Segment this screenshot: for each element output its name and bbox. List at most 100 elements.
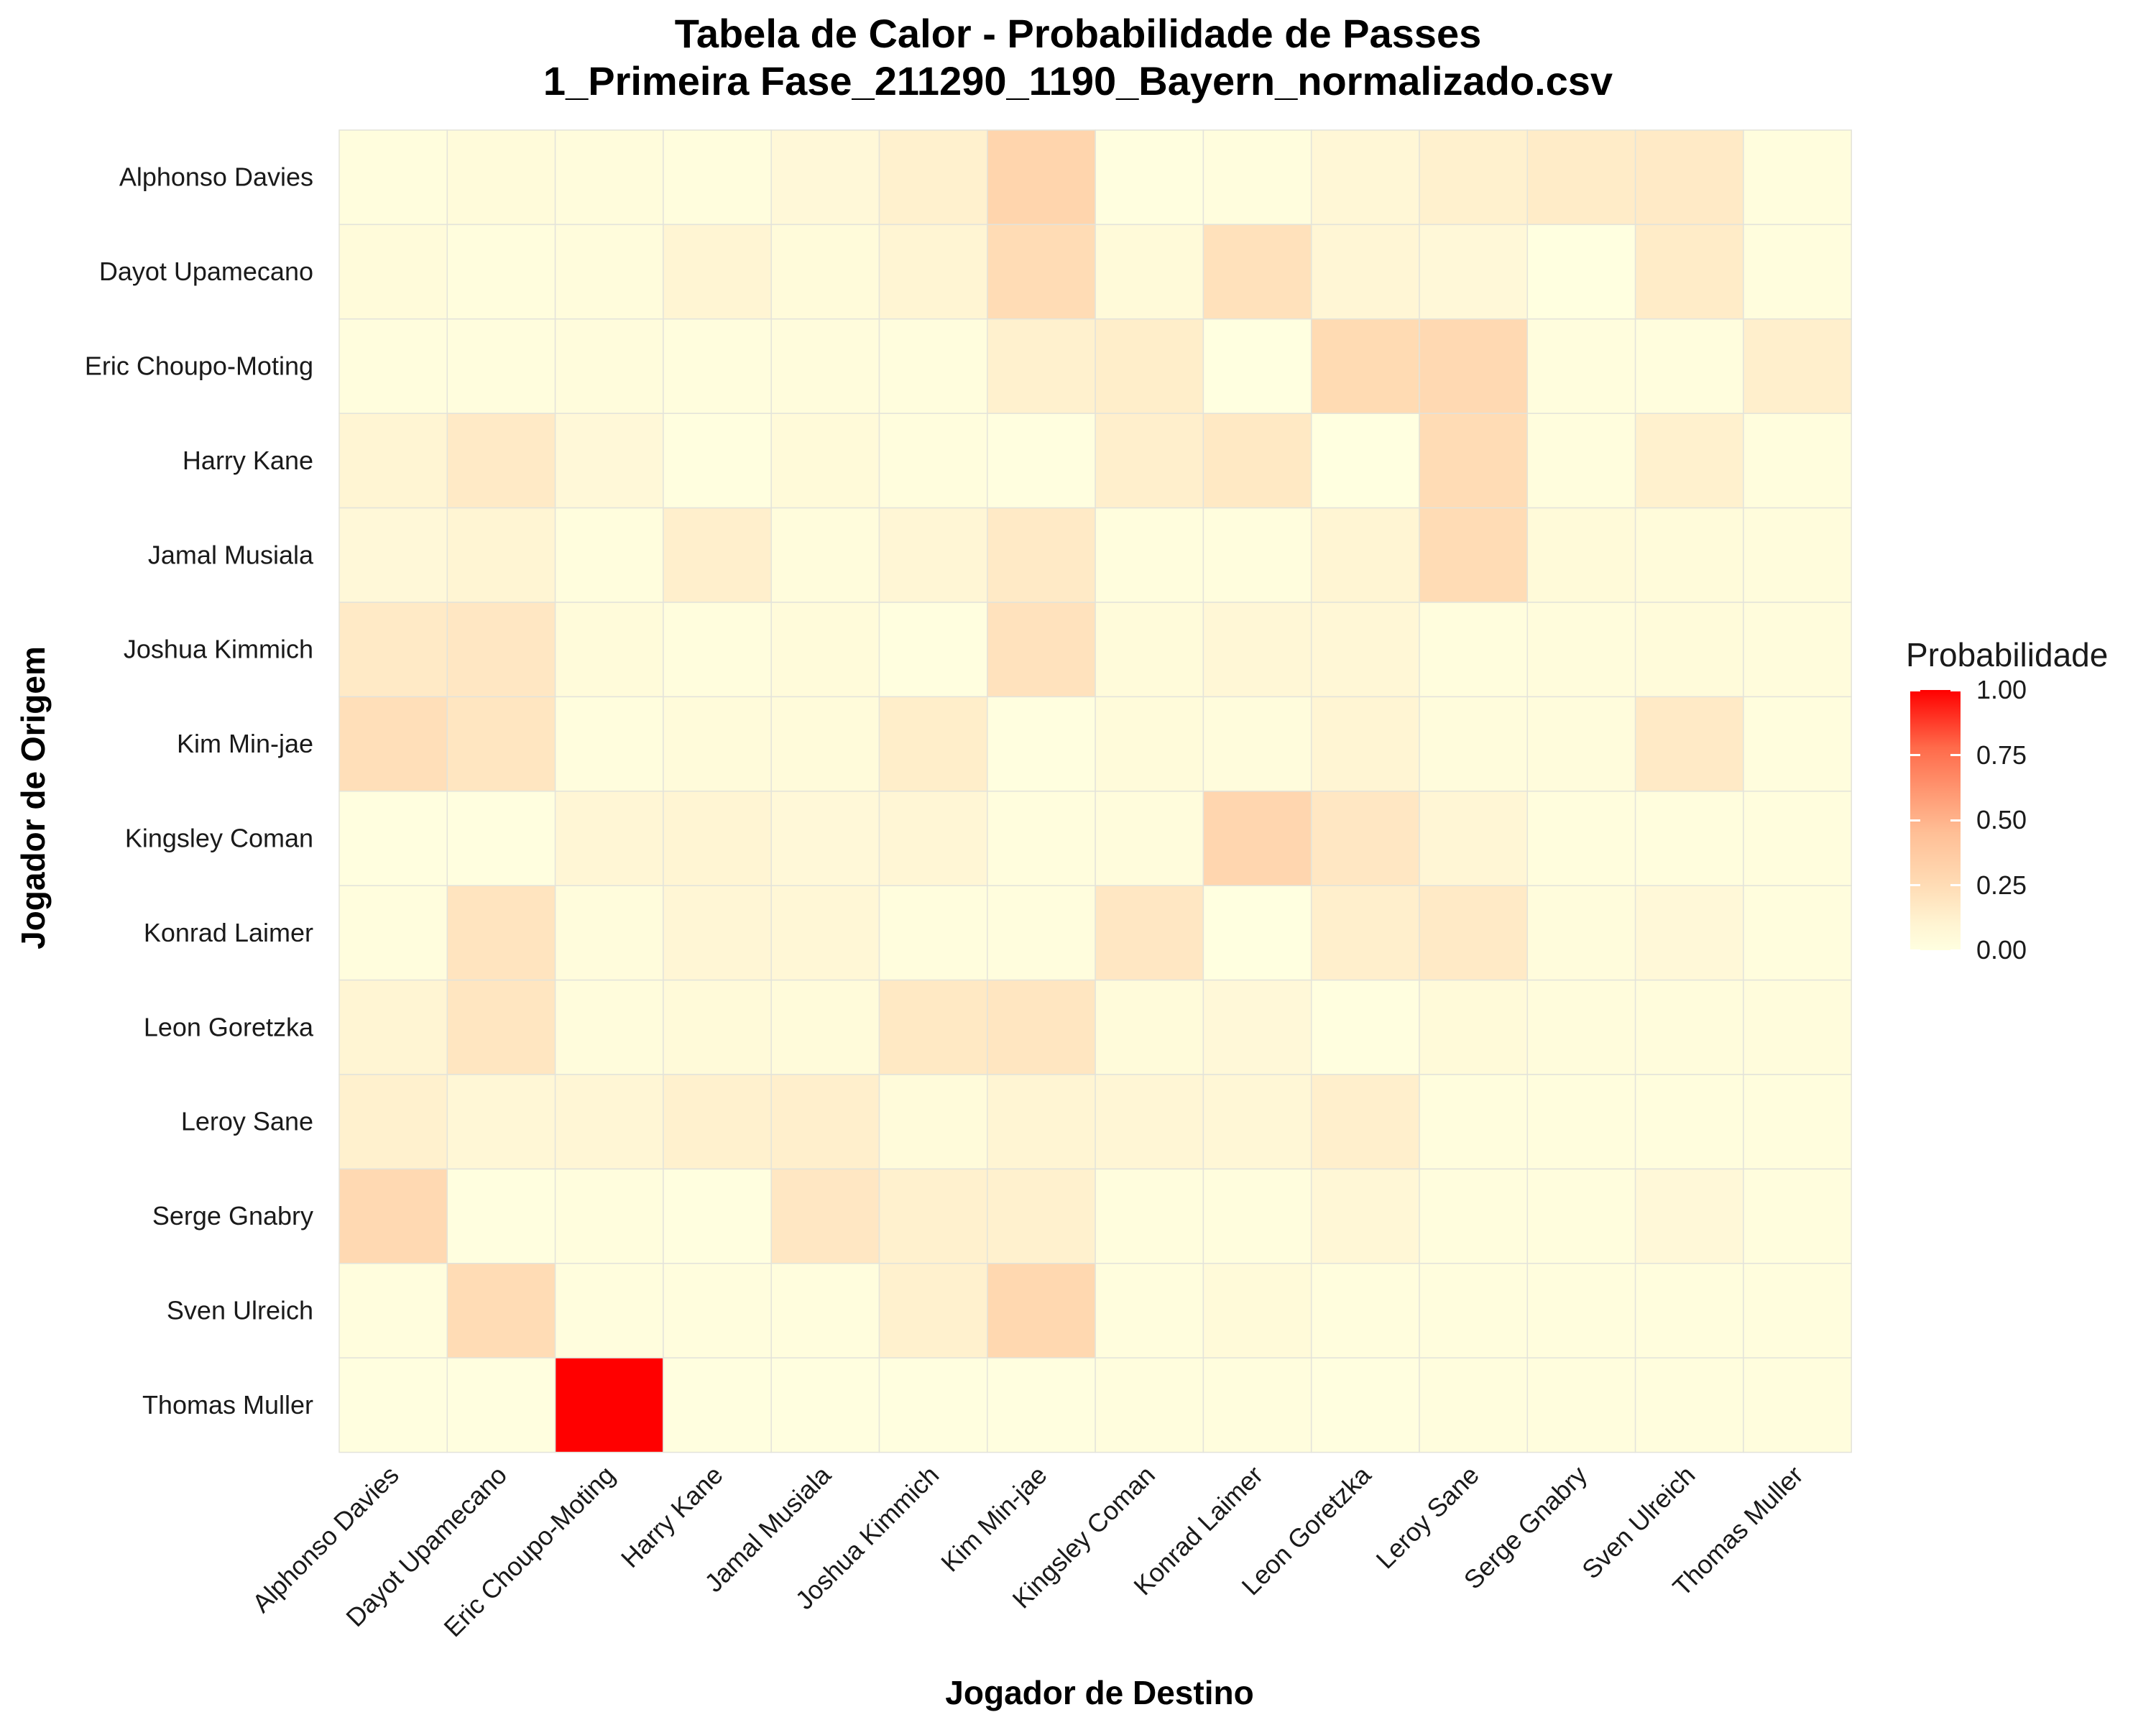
y-tick-label: Leon Goretzka [144, 1012, 314, 1041]
chart-subtitle: 1_Primeira Fase_211290_1190_Bayern_norma… [543, 58, 1613, 104]
heatmap-cell [770, 1263, 880, 1358]
heatmap-cell [878, 318, 988, 414]
heatmap-cell [1095, 1168, 1204, 1264]
heatmap-cell [1526, 1168, 1636, 1264]
heatmap-cell [663, 129, 772, 226]
heatmap-cell [554, 979, 664, 1075]
heatmap-cell [1202, 413, 1312, 509]
legend-tickmark [1910, 754, 1920, 756]
heatmap-cell [878, 1168, 988, 1264]
heatmap-cell [987, 1168, 1096, 1264]
heatmap-cell [1202, 318, 1312, 414]
x-tick-label: Harry Kane [615, 1460, 729, 1573]
heatmap-cell [1634, 1357, 1744, 1453]
heatmap-cell [1526, 979, 1636, 1075]
y-tick-label: Sven Ulreich [167, 1296, 313, 1325]
heatmap-cell [1202, 696, 1312, 792]
heatmap-cell [338, 885, 448, 981]
heatmap-cell [1202, 602, 1312, 698]
heatmap-cell [1526, 1074, 1636, 1170]
heatmap-cell [663, 507, 772, 603]
heatmap-cell [1743, 1074, 1852, 1170]
heatmap-cell [554, 791, 664, 886]
heatmap-cell [770, 413, 880, 509]
heatmap-cell [554, 507, 664, 603]
legend-tick-label: 0.25 [1976, 870, 2027, 900]
heatmap-cell [878, 696, 988, 792]
heatmap-cell [446, 318, 556, 414]
heatmap-cell [1526, 1357, 1636, 1453]
heatmap-cell [770, 1168, 880, 1264]
legend-tickmark [1950, 884, 1961, 886]
heatmap-cell [770, 507, 880, 603]
heatmap-cell [1310, 507, 1420, 603]
heatmap-cell [554, 602, 664, 698]
heatmap-cell [1526, 318, 1636, 414]
heatmap-cell [554, 129, 664, 226]
heatmap-cell [663, 1263, 772, 1358]
y-tick-label: Serge Gnabry [152, 1201, 313, 1230]
heatmap-cell [446, 885, 556, 981]
y-tick-label: Kim Min-jae [177, 729, 313, 758]
heatmap-cell [554, 1074, 664, 1170]
heatmap-cell [446, 1168, 556, 1264]
heatmap-cell [987, 791, 1096, 886]
heatmap-cell [987, 413, 1096, 509]
heatmap-cell [338, 129, 448, 226]
y-tick-label: Alphonso Davies [119, 162, 313, 192]
x-tick-label: Kim Min-jae [935, 1460, 1052, 1577]
y-tick-label: Jamal Musiala [148, 540, 314, 569]
heatmap-cell [1419, 602, 1529, 698]
heatmap-cell [1419, 791, 1529, 886]
heatmap-cell [1419, 979, 1529, 1075]
heatmap-cell [1634, 1168, 1744, 1264]
heatmap-cell [1310, 885, 1420, 981]
y-tick-label: Thomas Muller [142, 1390, 313, 1420]
legend-tickmark [1910, 689, 1920, 691]
heatmap-cell [338, 507, 448, 603]
heatmap-cell [1202, 1357, 1312, 1453]
heatmap-cell [878, 602, 988, 698]
heatmap-cell [987, 602, 1096, 698]
heatmap-cell [338, 413, 448, 509]
heatmap-cell [1743, 413, 1852, 509]
heatmap-cells [338, 129, 1852, 1453]
y-tick-label: Leroy Sane [181, 1107, 313, 1136]
heatmap-cell [554, 1263, 664, 1358]
heatmap-cell [663, 413, 772, 509]
heatmap-cell [446, 1357, 556, 1453]
heatmap-cell [878, 979, 988, 1075]
heatmap-cell [663, 791, 772, 886]
heatmap-cell [1634, 1263, 1744, 1358]
heatmap-cell [1095, 224, 1204, 320]
heatmap-cell [1310, 602, 1420, 698]
heatmap-cell [1419, 224, 1529, 320]
chart-title: Tabela de Calor - Probabilidade de Passe… [674, 11, 1482, 56]
heatmap-cell [1743, 1263, 1852, 1358]
heatmap-cell [338, 1263, 448, 1358]
heatmap-cell [1310, 318, 1420, 414]
heatmap-cell [1095, 696, 1204, 792]
legend-tick-label: 0.75 [1976, 740, 2027, 770]
heatmap-cell [1634, 1074, 1744, 1170]
heatmap-cell [1310, 1168, 1420, 1264]
heatmap-cell [446, 224, 556, 320]
heatmap-cell [554, 696, 664, 792]
heatmap-cell [987, 885, 1096, 981]
heatmap-cell [1310, 979, 1420, 1075]
heatmap-cell [446, 979, 556, 1075]
heatmap-cell [1419, 129, 1529, 226]
x-axis-title: Jogador de Destino [945, 1674, 1254, 1711]
heatmap-cell [987, 318, 1096, 414]
heatmap-cell [338, 318, 448, 414]
heatmap-cell [663, 696, 772, 792]
legend-tick-label: 1.00 [1976, 675, 2027, 704]
heatmap-cell [770, 129, 880, 226]
heatmap-cell [1526, 696, 1636, 792]
heatmap-cell [1095, 1074, 1204, 1170]
legend-tickmark [1910, 884, 1920, 886]
heatmap-cell [338, 1357, 448, 1453]
heatmap-cell [1743, 1168, 1852, 1264]
